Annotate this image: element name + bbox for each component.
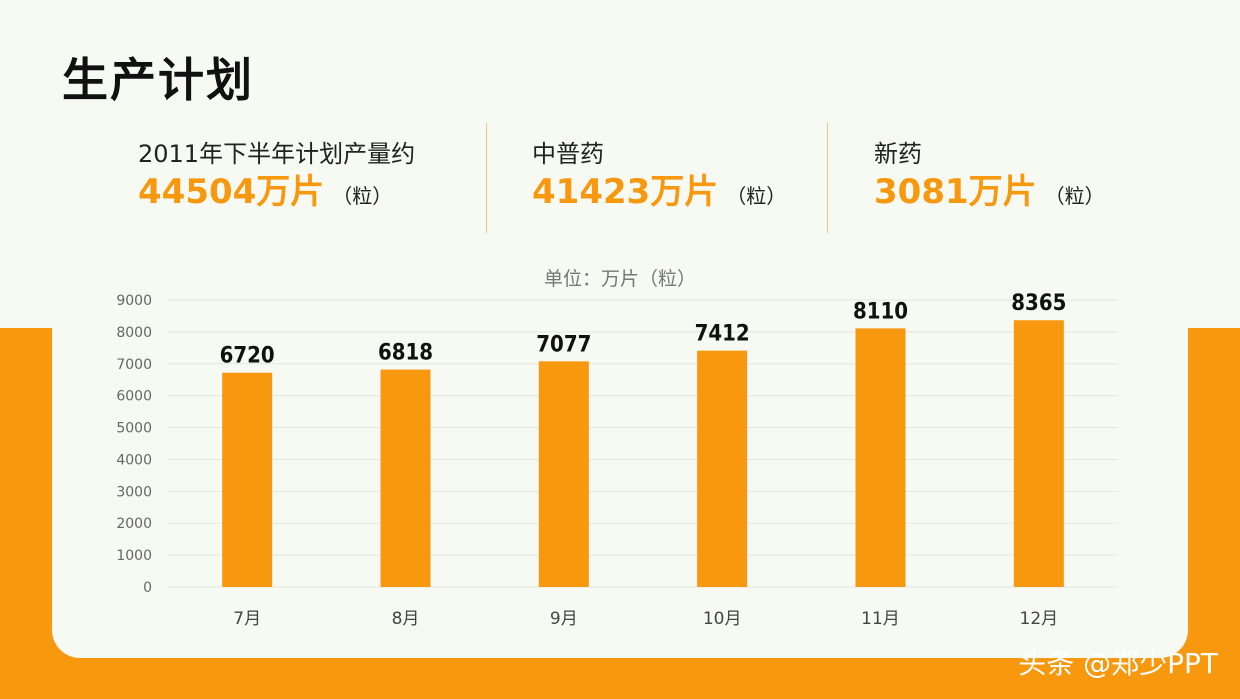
stat-total-label: 2011年下半年计划产量约 [138,140,416,168]
y-tick-label: 1000 [116,548,152,564]
y-tick-label: 7000 [116,357,152,373]
watermark: 头条 @郑少PPT [1018,647,1218,680]
x-tick-label: 7月 [233,609,261,629]
y-tick-label: 0 [143,580,152,596]
x-tick-label: 11月 [861,609,900,629]
data-label: 8365 [1011,291,1066,316]
page-title: 生产计划 [62,53,254,107]
stat-new-drug: 新药 3081万片 （粒） [874,138,1105,218]
y-tick-label: 8000 [116,325,152,341]
y-tick-label: 9000 [116,293,152,309]
stat-divider [827,123,828,233]
stat-total-unit: （粒） [332,184,393,208]
data-label: 7412 [695,322,750,347]
bar [1013,320,1064,587]
stat-total-value: 44504万片 [138,172,325,212]
x-tick-label: 8月 [392,609,420,629]
bar [380,369,431,587]
stat-general-drug-value: 41423万片 [532,172,719,212]
y-tick-label: 5000 [116,421,152,437]
stat-general-drug: 中普药 41423万片 （粒） [532,138,786,218]
data-label: 6720 [220,344,275,369]
stat-total: 2011年下半年计划产量约 44504万片 （粒） [138,138,415,218]
y-tick-label: 2000 [116,516,152,532]
stat-general-drug-label: 中普药 [532,140,604,168]
x-tick-label: 12月 [1020,609,1059,629]
chart-title: 单位：万片（粒） [543,268,696,290]
bar [855,328,906,587]
x-tick-label: 9月 [550,609,578,629]
y-tick-label: 6000 [116,389,152,405]
bar [697,350,748,587]
stat-new-drug-unit: （粒） [1044,184,1105,208]
y-tick-label: 4000 [116,452,152,468]
y-tick-label: 3000 [116,484,152,500]
bar [538,361,589,587]
x-tick-label: 10月 [703,609,742,629]
stat-divider [486,123,487,233]
data-label: 8110 [853,299,908,324]
stat-new-drug-value: 3081万片 [874,172,1037,212]
data-label: 7077 [536,332,591,357]
bar [222,372,273,587]
stat-new-drug-label: 新药 [874,140,922,168]
stat-general-drug-unit: （粒） [726,184,787,208]
data-label: 6818 [378,341,433,366]
